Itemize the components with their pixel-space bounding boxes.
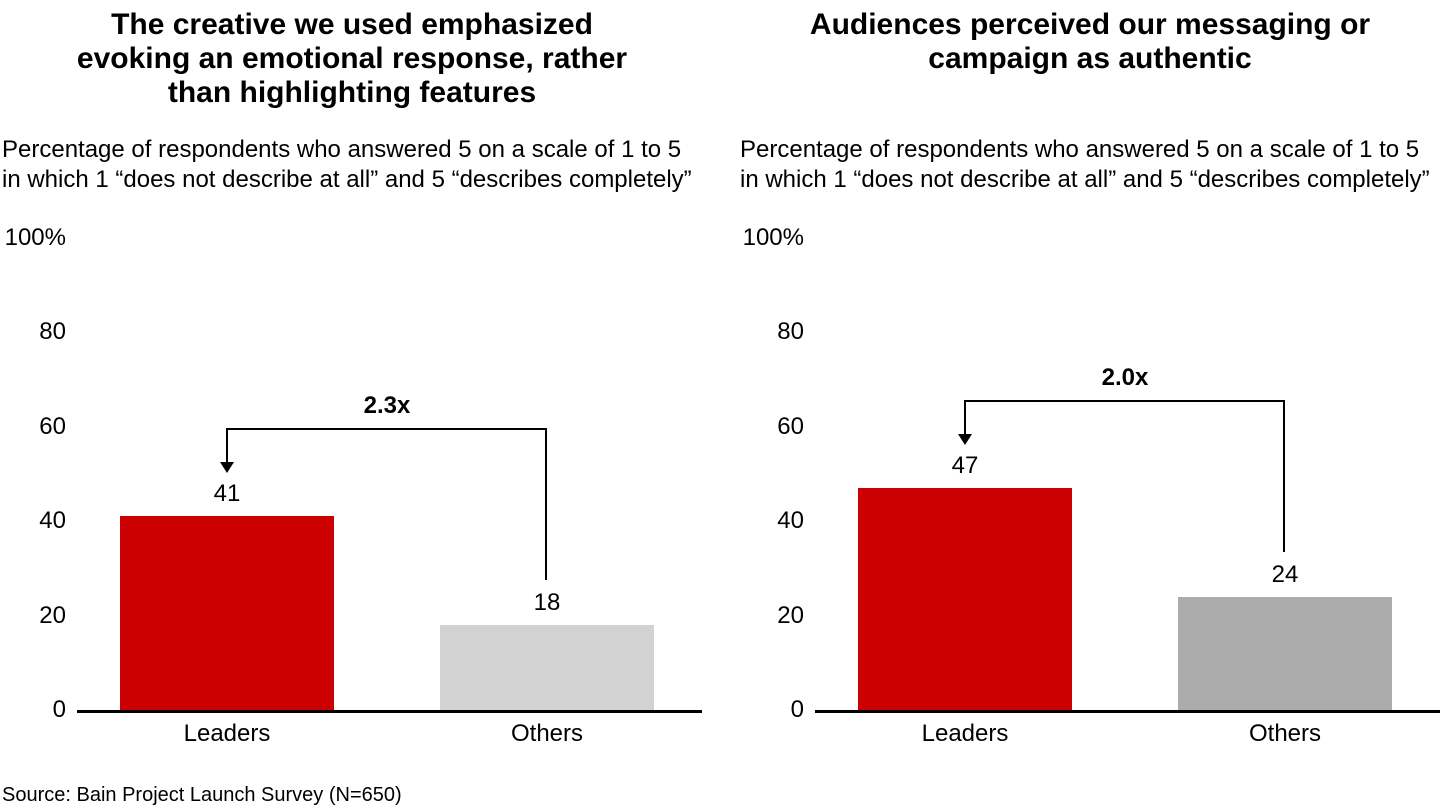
bar-chart: 100% 80 60 40 20 0 2.0x 47 24 <box>740 224 1440 750</box>
bar-value-label: 41 <box>213 480 241 508</box>
ratio-label: 2.3x <box>363 392 411 420</box>
x-category-label-others: Others <box>510 720 584 747</box>
y-tick-label: 0 <box>52 696 66 723</box>
chart-title: Audiences perceived our messaging or cam… <box>809 8 1371 75</box>
bar-leaders <box>120 516 334 710</box>
x-category-label-others: Others <box>1248 720 1322 747</box>
y-tick-label: 40 <box>39 507 66 534</box>
ratio-bracket-line <box>965 400 1285 552</box>
bar-others <box>1178 596 1392 710</box>
bar-group-others: 18 <box>440 589 654 710</box>
bar-group-leaders: 47 <box>858 452 1072 710</box>
x-category-label-leaders: Leaders <box>183 720 271 747</box>
y-tick-label: 100% <box>742 224 804 251</box>
y-tick-label: 80 <box>777 318 804 345</box>
bar-value-label: 24 <box>1271 560 1299 588</box>
chart-subtitle: Percentage of respondents who answered 5… <box>2 136 692 193</box>
plot-area: 2.0x 47 24 Leaders Others <box>815 238 1440 747</box>
x-axis-line <box>77 710 702 713</box>
ratio-bracket-line <box>227 428 547 581</box>
x-category-label-leaders: Leaders <box>921 720 1009 747</box>
y-tick-label: 20 <box>777 602 804 629</box>
source-note: Source: Bain Project Launch Survey (N=65… <box>2 784 402 806</box>
y-tick-label: 80 <box>39 318 66 345</box>
bar-group-others: 24 <box>1178 561 1392 710</box>
arrow-down-icon <box>220 428 234 474</box>
y-axis: 100% 80 60 40 20 0 <box>740 224 804 723</box>
chart-panel-right: Audiences perceived our messaging or cam… <box>740 8 1440 750</box>
y-axis: 100% 80 60 40 20 0 <box>2 224 66 723</box>
y-tick-label: 20 <box>39 602 66 629</box>
arrow-down-icon <box>958 400 972 446</box>
bar-value-label: 18 <box>533 589 561 617</box>
chart-subtitle: Percentage of respondents who answered 5… <box>740 136 1430 193</box>
y-tick-label: 60 <box>777 413 804 440</box>
y-tick-label: 60 <box>39 413 66 440</box>
charts-row: The creative we used emphasized evoking … <box>2 8 1440 750</box>
y-tick-label: 0 <box>790 696 804 723</box>
bar-group-leaders: 41 <box>120 480 334 710</box>
bar-chart: 100% 80 60 40 20 0 2.3x 41 18 <box>2 224 702 750</box>
bar-value-label: 47 <box>951 452 979 480</box>
y-tick-label: 100% <box>4 224 66 251</box>
ratio-label: 2.0x <box>1101 364 1149 392</box>
bar-leaders <box>858 488 1072 710</box>
chart-title: The creative we used emphasized evoking … <box>76 8 628 109</box>
y-tick-label: 40 <box>777 507 804 534</box>
plot-area: 2.3x 41 18 Leaders Others <box>77 238 702 747</box>
x-axis-line <box>815 710 1440 713</box>
chart-panel-left: The creative we used emphasized evoking … <box>2 8 702 750</box>
bar-others <box>440 625 654 710</box>
